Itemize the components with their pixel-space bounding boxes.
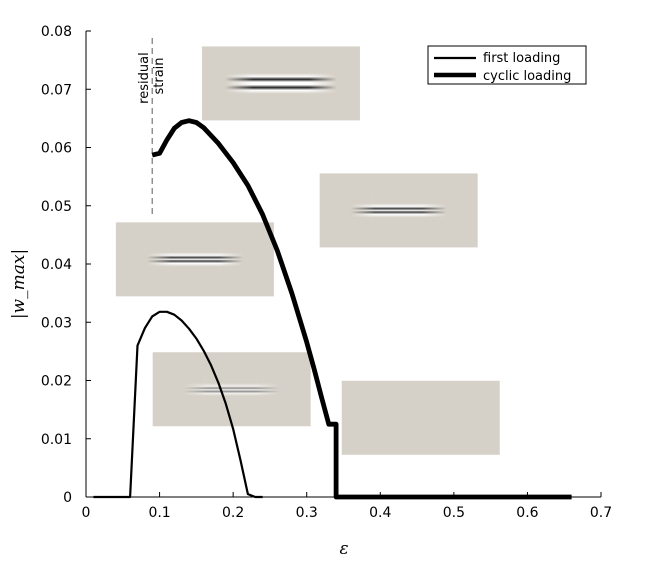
- residual-strain-annotation: residual strain: [137, 38, 167, 214]
- series-line-cyclic-loading: [151, 118, 572, 500]
- y-tick-label: 0.02: [41, 374, 72, 390]
- inset-left-fringe-pattern: [146, 245, 243, 274]
- series-line-first-loading: [93, 310, 263, 499]
- inset-left-image: [115, 222, 274, 297]
- y-tick-label: 0.07: [41, 82, 72, 98]
- inset-right-fringe-pattern: [350, 196, 447, 225]
- x-axis-label: ε: [339, 539, 348, 559]
- y-tick-label: 0.04: [41, 257, 72, 273]
- x-tick-label: 0.7: [590, 505, 612, 521]
- x-tick-label: 0.1: [148, 505, 170, 521]
- x-axis-ticks: 0 0.1 0.2 0.3 0.4 0.5 0.6 0.7: [82, 492, 612, 521]
- y-tick-label: 0.05: [41, 199, 72, 215]
- legend-box: [427, 45, 587, 85]
- y-axis-ticks: 0 0.01 0.02 0.03 0.04 0.05 0.06 0.07 0.08: [41, 24, 91, 506]
- x-tick-label: 0.2: [222, 505, 244, 521]
- x-tick-label: 0: [82, 505, 91, 521]
- series-layer: [93, 118, 572, 500]
- residual-strain-label-line2: strain: [152, 57, 167, 94]
- x-tick-label: 0.3: [296, 505, 318, 521]
- y-tick-label: 0.06: [41, 141, 72, 157]
- y-tick-label: 0.01: [41, 432, 72, 448]
- residual-strain-label: residual strain: [137, 48, 167, 104]
- x-tick-label: 0.6: [516, 505, 538, 521]
- inset-top-fringe-pattern: [224, 66, 337, 101]
- inset-top-image: [201, 46, 360, 121]
- inset-images: [115, 46, 500, 455]
- x-tick-label: 0.5: [443, 505, 465, 521]
- y-axis-label: |w_max|: [9, 249, 29, 319]
- legend-label-first-loading: first loading: [483, 51, 560, 66]
- legend: first loading cyclic loading: [427, 45, 587, 85]
- y-tick-label: 0.08: [41, 24, 72, 40]
- y-tick-label: 0.03: [41, 315, 72, 331]
- legend-label-cyclic-loading: cyclic loading: [483, 69, 571, 84]
- inset-lower-image: [152, 352, 311, 427]
- x-tick-label: 0.4: [369, 505, 391, 521]
- inset-right-image: [319, 173, 478, 248]
- inset-flat-plate: [341, 380, 500, 455]
- residual-strain-label-line1: residual: [137, 52, 152, 104]
- y-tick-label: 0: [63, 490, 72, 506]
- inset-flat-image: [341, 380, 500, 455]
- inset-lower-fringe-pattern: [183, 375, 280, 404]
